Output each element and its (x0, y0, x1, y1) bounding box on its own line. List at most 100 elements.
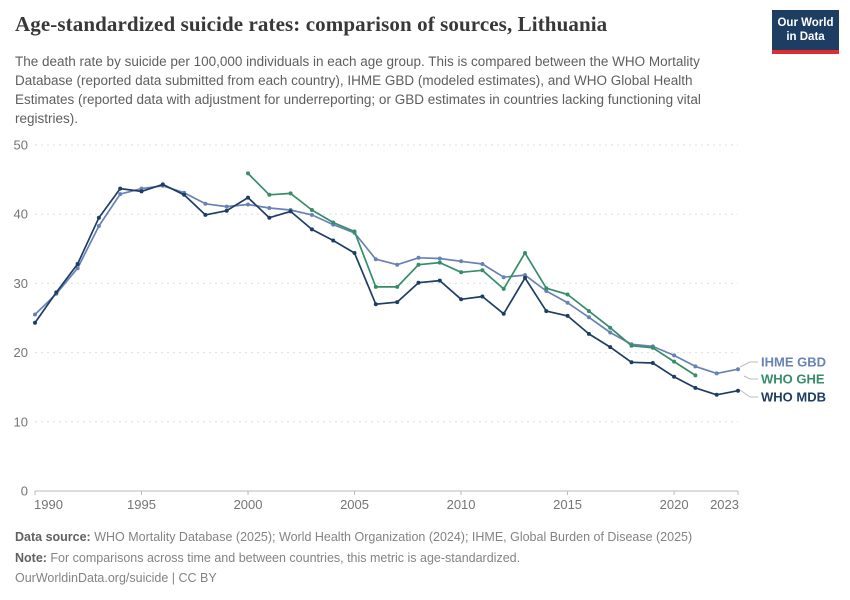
data-point-marker[interactable] (736, 388, 740, 393)
footer-citation-line: OurWorldinData.org/suicide | CC BY (15, 568, 835, 589)
data-point-marker[interactable] (118, 192, 123, 197)
data-point-marker[interactable] (373, 284, 378, 289)
data-point-marker[interactable] (309, 227, 314, 232)
series-line[interactable] (34, 183, 739, 396)
data-point-marker[interactable] (203, 212, 208, 217)
legend-item-who-mdb[interactable]: WHO MDB (761, 390, 826, 405)
data-point-marker[interactable] (288, 209, 293, 214)
data-point-marker[interactable] (416, 280, 421, 285)
data-point-marker[interactable] (736, 367, 740, 372)
legend-item-who-ghe[interactable]: WHO GHE (761, 372, 825, 387)
data-point-marker[interactable] (501, 286, 506, 291)
data-point-marker[interactable] (331, 238, 336, 243)
data-point-marker[interactable] (608, 330, 613, 335)
data-point-marker[interactable] (629, 360, 634, 365)
data-point-marker[interactable] (96, 224, 101, 228)
data-point-marker[interactable] (565, 292, 570, 297)
data-point-marker[interactable] (672, 359, 677, 364)
data-point-marker[interactable] (459, 259, 464, 264)
owid-logo[interactable]: Our World in Data (772, 10, 839, 54)
data-point-marker[interactable] (672, 353, 677, 358)
data-point-marker[interactable] (139, 186, 144, 191)
data-point-marker[interactable] (672, 374, 677, 379)
data-point-marker[interactable] (331, 220, 336, 225)
y-axis-label-50: 50 (14, 138, 28, 153)
data-point-marker[interactable] (437, 278, 442, 283)
data-point-marker[interactable] (267, 206, 272, 210)
data-point-marker[interactable] (160, 182, 165, 187)
data-point-marker[interactable] (246, 202, 250, 207)
data-point-marker[interactable] (459, 297, 464, 302)
data-point-marker[interactable] (544, 289, 549, 293)
chart-footer: Data source: WHO Mortality Database (202… (15, 527, 835, 589)
data-point-marker[interactable] (33, 320, 37, 325)
data-point-marker[interactable] (586, 309, 591, 314)
x-axis-label-2010: 2010 (447, 497, 476, 512)
data-point-marker[interactable] (693, 373, 698, 378)
data-point-marker[interactable] (565, 313, 570, 318)
data-point-marker[interactable] (395, 300, 400, 305)
data-point-marker[interactable] (373, 302, 378, 307)
data-point-marker[interactable] (608, 345, 613, 350)
data-point-marker[interactable] (501, 275, 506, 280)
data-point-marker[interactable] (480, 262, 485, 266)
data-point-marker[interactable] (437, 256, 442, 261)
data-point-marker[interactable] (309, 212, 314, 217)
data-point-marker[interactable] (714, 371, 719, 376)
data-point-marker[interactable] (33, 312, 37, 317)
data-point-marker[interactable] (608, 325, 613, 330)
data-point-marker[interactable] (586, 331, 591, 336)
data-point-marker[interactable] (96, 215, 101, 220)
data-point-marker[interactable] (586, 315, 591, 320)
data-point-marker[interactable] (395, 262, 400, 267)
owid-url-link[interactable]: OurWorldinData.org/suicide (15, 571, 169, 585)
legend-connector (739, 361, 758, 368)
data-point-marker[interactable] (693, 385, 698, 390)
y-axis-label-30: 30 (14, 276, 28, 291)
data-point-marker[interactable] (75, 266, 80, 271)
data-point-marker[interactable] (118, 186, 123, 191)
data-point-marker[interactable] (246, 171, 250, 176)
data-point-marker[interactable] (501, 311, 506, 316)
data-point-marker[interactable] (544, 286, 549, 291)
legend-connector (743, 375, 758, 380)
legend-item-ihme-gbd[interactable]: IHME GBD (761, 355, 826, 370)
data-point-marker[interactable] (629, 343, 634, 348)
data-point-marker[interactable] (416, 255, 421, 260)
data-point-marker[interactable] (459, 270, 464, 275)
data-point-marker[interactable] (288, 191, 293, 196)
data-point-marker[interactable] (395, 284, 400, 289)
data-point-marker[interactable] (54, 290, 59, 295)
data-point-marker[interactable] (565, 300, 570, 305)
data-point-marker[interactable] (246, 195, 250, 200)
data-point-marker[interactable] (416, 262, 421, 267)
data-point-marker[interactable] (650, 345, 655, 350)
data-point-marker[interactable] (75, 262, 80, 266)
data-point-marker[interactable] (523, 273, 527, 278)
data-point-marker[interactable] (714, 392, 719, 397)
data-point-marker[interactable] (523, 275, 527, 280)
data-point-marker[interactable] (267, 192, 272, 197)
data-point-marker[interactable] (352, 251, 357, 255)
data-point-marker[interactable] (480, 294, 485, 299)
data-point-marker[interactable] (693, 364, 698, 369)
data-point-marker[interactable] (373, 257, 378, 262)
data-point-marker[interactable] (480, 268, 485, 273)
data-point-marker[interactable] (267, 215, 272, 220)
cc-by-license-link[interactable]: CC BY (178, 571, 217, 585)
data-point-marker[interactable] (203, 201, 208, 206)
data-point-marker[interactable] (182, 192, 187, 197)
series-who-mdb[interactable] (33, 182, 740, 397)
data-point-marker[interactable] (523, 251, 527, 255)
series-line[interactable] (247, 172, 696, 377)
data-point-marker[interactable] (309, 208, 314, 212)
data-point-marker[interactable] (139, 189, 144, 194)
data-point-marker[interactable] (224, 204, 229, 209)
data-point-marker[interactable] (650, 361, 655, 365)
data-point-marker[interactable] (544, 309, 549, 314)
data-point-marker[interactable] (352, 229, 357, 234)
data-point-marker[interactable] (437, 260, 442, 265)
data-point-marker[interactable] (224, 208, 229, 213)
series-who-ghe[interactable] (246, 171, 698, 378)
